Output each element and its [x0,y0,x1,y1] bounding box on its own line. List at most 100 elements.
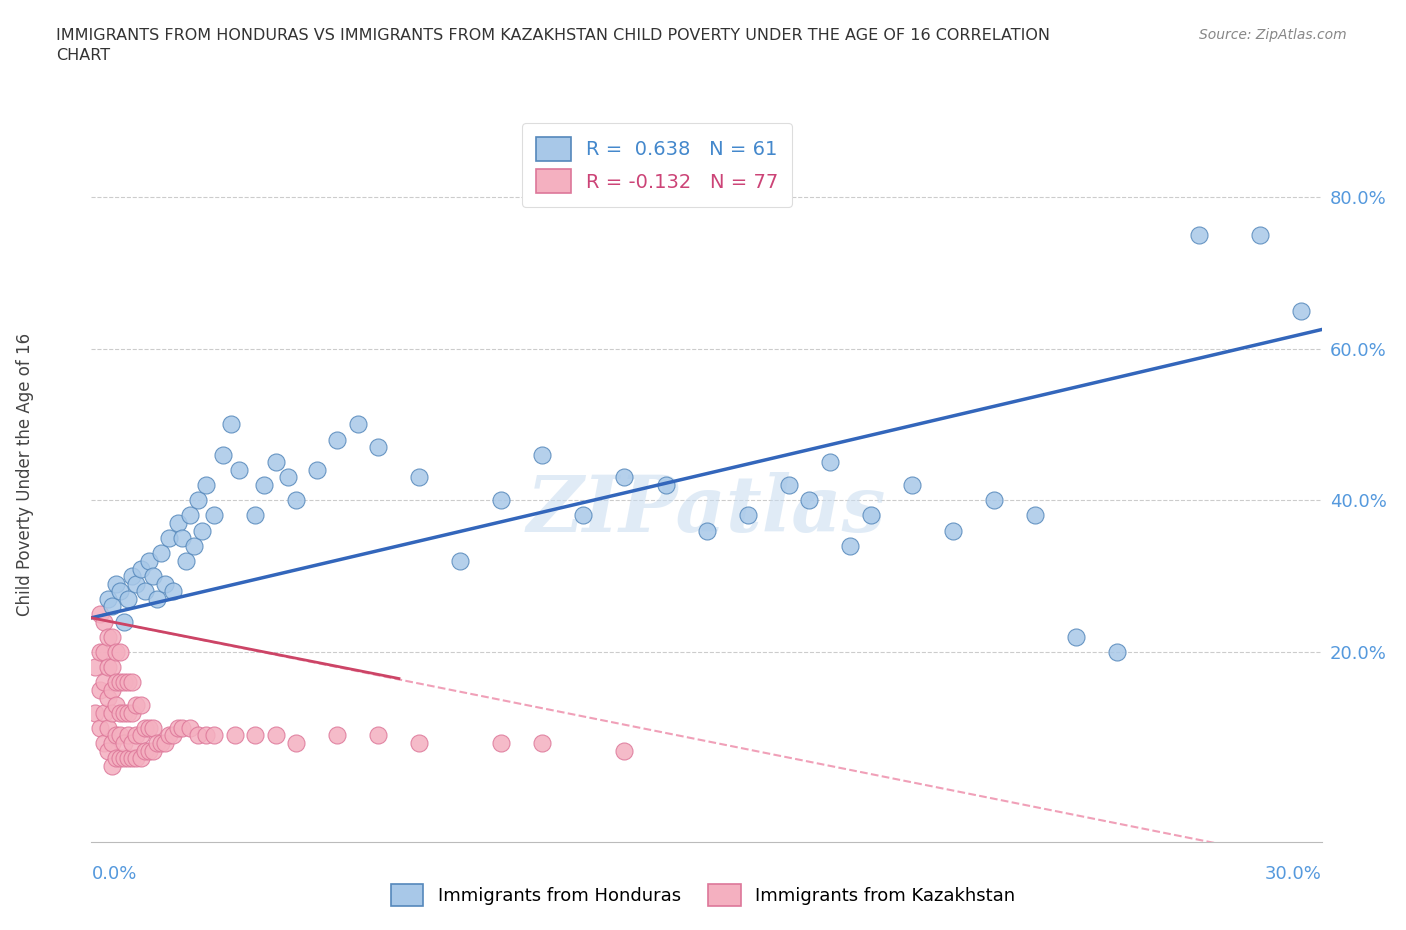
Point [93,644,115,659]
Point [157,531,180,546]
Point [859,508,882,523]
Point [101,659,124,674]
Point [228,462,250,477]
Point [112,751,135,765]
Point [531,447,554,462]
Point [1249,227,1271,242]
Point [117,675,139,690]
Text: ZIPatlas: ZIPatlas [527,472,886,549]
Point [449,553,471,568]
Point [101,758,124,773]
Point [367,728,389,743]
Point [326,728,349,743]
Point [97,659,120,674]
Point [101,683,124,698]
Point [778,478,800,493]
Point [129,698,152,712]
Point [112,675,135,690]
Point [108,675,131,690]
Point [264,455,287,470]
Point [142,568,165,583]
Point [1064,630,1087,644]
Point [105,751,127,765]
Point [202,508,225,523]
Point [105,577,127,591]
Point [101,630,124,644]
Point [187,493,209,508]
Point [166,515,188,530]
Point [211,447,233,462]
Point [613,470,636,485]
Point [170,721,193,736]
Point [117,591,139,606]
Point [93,736,115,751]
Legend: Immigrants from Honduras, Immigrants from Kazakhstan: Immigrants from Honduras, Immigrants fro… [384,877,1022,913]
Point [93,614,115,629]
Point [117,751,139,765]
Point [245,728,267,743]
Text: 30.0%: 30.0% [1265,865,1322,884]
Point [84,659,107,674]
Point [108,584,131,599]
Point [134,584,156,599]
Point [613,743,636,758]
Point [138,743,160,758]
Point [97,721,120,736]
Point [191,524,214,538]
Point [105,644,127,659]
Point [101,599,124,614]
Point [142,721,165,736]
Point [121,751,143,765]
Point [219,417,242,432]
Point [839,538,862,553]
Point [1289,303,1312,318]
Point [108,644,131,659]
Point [179,721,201,736]
Point [797,493,820,508]
Point [253,478,276,493]
Point [174,553,197,568]
Point [108,751,131,765]
Point [117,728,139,743]
Point [150,546,173,561]
Point [89,644,111,659]
Text: IMMIGRANTS FROM HONDURAS VS IMMIGRANTS FROM KAZAKHSTAN CHILD POVERTY UNDER THE A: IMMIGRANTS FROM HONDURAS VS IMMIGRANTS F… [56,28,1050,62]
Point [1105,644,1128,659]
Legend: R =  0.638   N = 61, R = -0.132   N = 77: R = 0.638 N = 61, R = -0.132 N = 77 [522,124,793,206]
Point [101,705,124,720]
Point [654,478,676,493]
Point [942,524,965,538]
Point [531,736,554,751]
Point [367,440,389,455]
Point [138,553,160,568]
Point [277,470,299,485]
Point [138,721,160,736]
Point [93,705,115,720]
Point [572,508,595,523]
Point [134,721,156,736]
Point [408,470,430,485]
Point [89,606,111,621]
Point [105,675,127,690]
Point [983,493,1005,508]
Point [97,690,120,705]
Point [170,531,193,546]
Point [89,721,111,736]
Point [125,728,148,743]
Point [491,736,513,751]
Point [150,736,173,751]
Point [326,432,349,447]
Point [264,728,287,743]
Point [112,736,135,751]
Point [97,591,120,606]
Point [112,614,135,629]
Point [183,538,205,553]
Point [125,577,148,591]
Point [195,478,218,493]
Text: 0.0%: 0.0% [91,865,136,884]
Point [121,675,143,690]
Point [818,455,841,470]
Point [491,493,513,508]
Point [179,508,201,523]
Point [195,728,218,743]
